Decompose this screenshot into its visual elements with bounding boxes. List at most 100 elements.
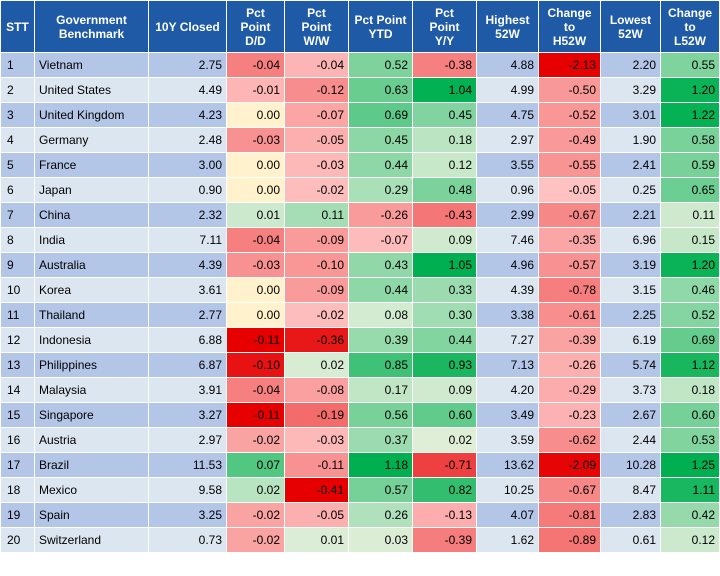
column-header-line: 10Y Closed (155, 19, 220, 34)
cell-chh: -0.62 (538, 427, 601, 453)
cell-ytd: 0.56 (348, 402, 413, 428)
column-header-high: Highest 52W (476, 0, 539, 53)
cell-chl: 0.15 (660, 227, 720, 253)
cell-chl: 0.12 (660, 527, 720, 553)
column-header-line: Pct Point (354, 12, 407, 27)
cell-low: 3.15 (600, 277, 661, 303)
table-row: 17 Brazil 11.53 0.07 -0.11 1.18 -0.71 13.62 -2.0… (0, 452, 720, 478)
cell-name: India (34, 227, 149, 253)
cell-dd: -0.04 (226, 377, 285, 403)
cell-low: 2.20 (600, 52, 661, 78)
cell-ww: -0.12 (284, 77, 349, 103)
cell-chh: -0.57 (538, 252, 601, 278)
cell-chh: -0.39 (538, 327, 601, 353)
cell-closed: 2.32 (148, 202, 227, 228)
cell-low: 3.01 (600, 102, 661, 128)
cell-stt: 15 (0, 402, 35, 428)
cell-dd: 0.01 (226, 202, 285, 228)
cell-chl: 0.69 (660, 327, 720, 353)
cell-name: Indonesia (34, 327, 149, 353)
cell-ytd: 1.18 (348, 452, 413, 478)
cell-stt: 14 (0, 377, 35, 403)
cell-ww: -0.19 (284, 402, 349, 428)
cell-dd: 0.00 (226, 102, 285, 128)
table-row: 7 China 2.32 0.01 0.11 -0.26 -0.43 2.99 -0.67 2.2… (0, 202, 720, 228)
cell-yy: -0.38 (412, 52, 477, 78)
cell-chh: -0.81 (538, 502, 601, 528)
cell-yy: 0.33 (412, 277, 477, 303)
cell-dd: -0.02 (226, 427, 285, 453)
cell-name: Japan (34, 177, 149, 203)
cell-yy: -0.71 (412, 452, 477, 478)
cell-ytd: 0.45 (348, 127, 413, 153)
cell-name: Switzerland (34, 527, 149, 553)
cell-stt: 1 (0, 52, 35, 78)
column-header-yy: Pct Point Y/Y (412, 0, 477, 53)
cell-chh: -0.78 (538, 277, 601, 303)
cell-low: 10.28 (600, 452, 661, 478)
table-row: 9 Australia 4.39 -0.03 -0.10 0.43 1.05 4.96 -0.5… (0, 252, 720, 278)
cell-ww: -0.36 (284, 327, 349, 353)
cell-high: 4.20 (476, 377, 539, 403)
column-header-name: Government Benchmark (34, 0, 149, 53)
cell-name: Spain (34, 502, 149, 528)
column-header-line: Change (547, 5, 592, 20)
cell-chl: 0.18 (660, 377, 720, 403)
table-row: 12 Indonesia 6.88 -0.11 -0.36 0.39 0.44 7.27 -0.… (0, 327, 720, 353)
cell-chh: -0.67 (538, 477, 601, 503)
table-row: 5 France 3.00 0.00 -0.03 0.44 0.12 3.55 -0.55 2.4… (0, 152, 720, 178)
cell-stt: 17 (0, 452, 35, 478)
table-row: 15 Singapore 3.27 -0.11 -0.19 0.56 0.60 3.49 -0.… (0, 402, 720, 428)
cell-chl: 0.53 (660, 427, 720, 453)
cell-low: 6.96 (600, 227, 661, 253)
cell-dd: -0.10 (226, 352, 285, 378)
cell-chh: -2.13 (538, 52, 601, 78)
cell-dd: 0.00 (226, 277, 285, 303)
cell-name: Malaysia (34, 377, 149, 403)
cell-chh: -0.61 (538, 302, 601, 328)
cell-yy: -0.13 (412, 502, 477, 528)
cell-yy: -0.39 (412, 527, 477, 553)
cell-ytd: 0.43 (348, 252, 413, 278)
table-body: 1 Vietnam 2.75 -0.04 -0.04 0.52 -0.38 4.88 -2.13… (0, 52, 720, 553)
cell-dd: -0.04 (226, 52, 285, 78)
cell-low: 0.61 (600, 527, 661, 553)
cell-yy: 1.04 (412, 77, 477, 103)
cell-ytd: -0.26 (348, 202, 413, 228)
cell-low: 1.90 (600, 127, 661, 153)
cell-dd: -0.02 (226, 527, 285, 553)
cell-chl: 0.55 (660, 52, 720, 78)
column-header-low: Lowest 52W (600, 0, 661, 53)
cell-closed: 4.49 (148, 77, 227, 103)
cell-stt: 18 (0, 477, 35, 503)
column-header-line: Point (429, 19, 460, 34)
cell-chl: 0.46 (660, 277, 720, 303)
cell-chh: -0.49 (538, 127, 601, 153)
cell-chl: 0.65 (660, 177, 720, 203)
cell-chl: 0.58 (660, 127, 720, 153)
column-header-line: to (684, 19, 696, 34)
cell-stt: 19 (0, 502, 35, 528)
cell-yy: 0.45 (412, 102, 477, 128)
cell-closed: 2.97 (148, 427, 227, 453)
cell-ww: -0.09 (284, 227, 349, 253)
cell-dd: 0.00 (226, 302, 285, 328)
cell-dd: -0.03 (226, 252, 285, 278)
cell-yy: 0.09 (412, 377, 477, 403)
table-row: 4 Germany 2.48 -0.03 -0.05 0.45 0.18 2.97 -0.49 1… (0, 127, 720, 153)
cell-yy: 1.05 (412, 252, 477, 278)
cell-name: Austria (34, 427, 149, 453)
table-row: 16 Austria 2.97 -0.02 -0.03 0.37 0.02 3.59 -0.62… (0, 427, 720, 453)
cell-high: 3.59 (476, 427, 539, 453)
column-header-ytd: Pct Point YTD (348, 0, 413, 53)
cell-high: 4.07 (476, 502, 539, 528)
column-header-line: Change (667, 5, 712, 20)
cell-ytd: 0.26 (348, 502, 413, 528)
column-header-line: Point (240, 19, 271, 34)
cell-low: 2.67 (600, 402, 661, 428)
cell-chh: -2.09 (538, 452, 601, 478)
cell-ww: 0.01 (284, 527, 349, 553)
column-header-dd: Pct Point D/D (226, 0, 285, 53)
cell-yy: -0.43 (412, 202, 477, 228)
cell-stt: 2 (0, 77, 35, 103)
